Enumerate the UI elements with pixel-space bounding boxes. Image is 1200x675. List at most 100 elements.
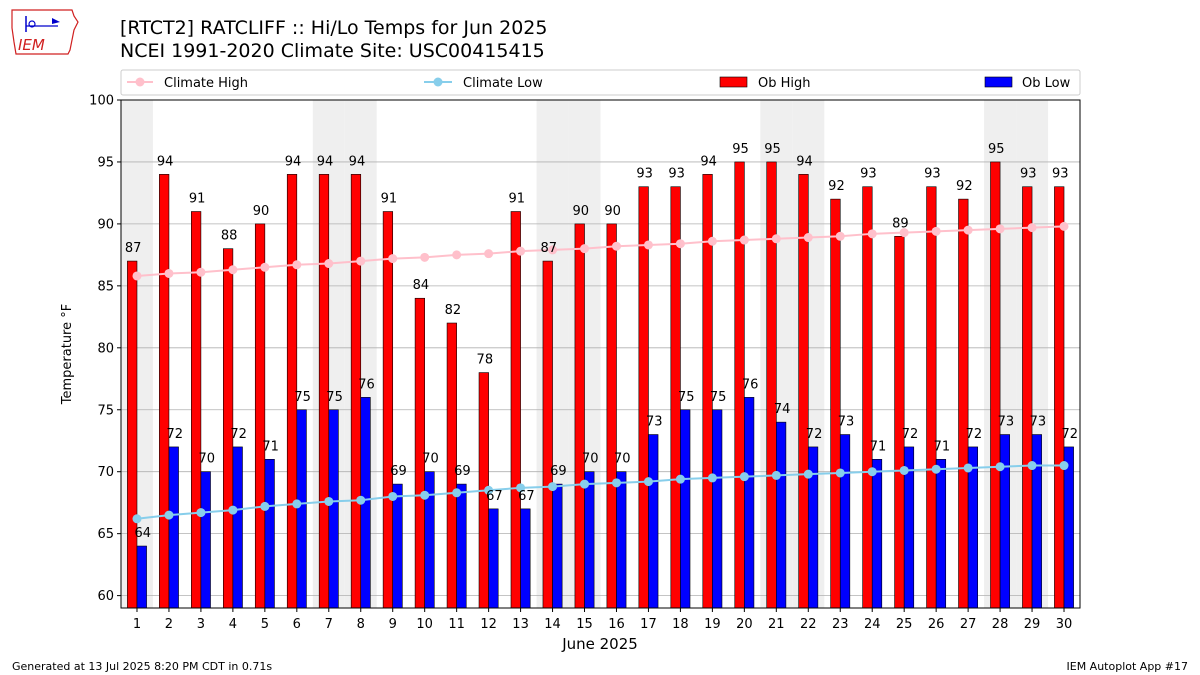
ob-high-label: 90 (604, 204, 621, 219)
ob-high-label: 92 (956, 179, 973, 194)
climate-low-point (484, 485, 494, 495)
climate-low-point (420, 490, 430, 500)
climate-high-point (260, 262, 270, 272)
ob-high-bar (638, 186, 649, 609)
climate-low-point (292, 499, 302, 509)
ob-low-label: 73 (838, 415, 855, 430)
x-tick-label: 30 (1056, 617, 1073, 632)
y-tick-label: 75 (97, 403, 114, 418)
ob-low-label: 73 (1030, 415, 1047, 430)
ob-low-bar (264, 459, 275, 609)
ob-high-bar (894, 235, 905, 609)
plot-frame (120, 99, 1081, 609)
ob-high-label: 94 (700, 154, 717, 169)
ob-high-label: 92 (828, 179, 845, 194)
climate-high-point (516, 246, 526, 256)
ob-low-label: 72 (966, 427, 983, 442)
x-tick-label: 5 (261, 617, 269, 632)
climate-low-point (132, 514, 142, 524)
climate-high-point (963, 225, 973, 235)
anemometer-icon (28, 20, 36, 28)
ob-high-label: 90 (572, 204, 589, 219)
footer-generated: Generated at 13 Jul 2025 8:20 PM CDT in … (12, 660, 273, 673)
x-tick-label: 21 (768, 617, 785, 632)
ob-high-bar (926, 186, 937, 609)
ob-high-label: 94 (317, 154, 334, 169)
ob-low-label: 69 (390, 464, 407, 479)
ob-low-label: 67 (486, 489, 503, 504)
climate-low-point (1027, 461, 1037, 471)
climate-low-point (196, 508, 206, 518)
ob-high-label: 94 (157, 154, 174, 169)
x-tick-label: 24 (864, 617, 881, 632)
climate-high-point (388, 254, 398, 264)
ob-low-label: 69 (454, 464, 471, 479)
climate-low-point (739, 472, 749, 482)
climate-low-point (675, 474, 685, 484)
x-tick-label: 6 (293, 617, 301, 632)
y-axis-label: Temperature °F (60, 304, 75, 405)
ob-high-label: 90 (253, 204, 270, 219)
ob-low-label: 73 (646, 415, 663, 430)
climate-low-point (963, 463, 973, 473)
ob-high-label: 93 (1020, 167, 1037, 182)
ob-high-label: 93 (636, 167, 653, 182)
climate-high-point (835, 231, 845, 241)
ob-low-label: 75 (294, 390, 311, 405)
x-tick-label: 20 (736, 617, 753, 632)
climate-low-point (899, 465, 909, 475)
climate-lines (132, 221, 1069, 524)
climate-low-point (228, 505, 238, 515)
chart-subtitle: NCEI 1991-2020 Climate Site: USC00415415 (120, 40, 545, 62)
chart-title: [RTCT2] RATCLIFF :: Hi/Lo Temps for Jun … (120, 17, 548, 39)
ob-high-bar (1022, 186, 1033, 609)
climate-high-point (1027, 223, 1037, 233)
y-tick-label: 100 (89, 94, 114, 109)
ob-low-bar (744, 397, 755, 609)
ob-high-label: 95 (764, 142, 781, 157)
ob-high-bar (830, 198, 841, 609)
ob-low-bar (200, 471, 211, 609)
ob-low-bar (648, 434, 659, 609)
x-tick-label: 10 (416, 617, 433, 632)
legend-ob-high-label: Ob High (758, 76, 811, 91)
legend-climate-low-label: Climate Low (463, 76, 543, 91)
ob-high-label: 82 (445, 303, 462, 318)
ob-low-label: 74 (774, 402, 791, 417)
x-tick-label: 25 (896, 617, 913, 632)
climate-low-point (260, 501, 270, 511)
ob-high-bar (542, 260, 553, 609)
y-tick-label: 95 (97, 155, 114, 170)
x-tick-label: 11 (448, 617, 465, 632)
legend-ob-low-swatch (984, 76, 1013, 88)
ob-low-label: 73 (998, 415, 1015, 430)
legend-ob-low-label: Ob Low (1022, 76, 1071, 91)
legend-climate-high-marker (135, 77, 145, 87)
climate-low-point (388, 491, 398, 501)
x-tick-label: 28 (992, 617, 1009, 632)
ob-low-label: 71 (870, 439, 887, 454)
climate-low-point (324, 496, 334, 506)
climate-low-point (995, 462, 1005, 472)
climate-high-point (643, 240, 653, 250)
climate-high-point (356, 256, 366, 266)
ob-low-bar (328, 409, 339, 609)
climate-high-point (899, 228, 909, 238)
climate-high-point (1059, 221, 1069, 231)
x-tick-label: 22 (800, 617, 817, 632)
legend-ob-high-swatch (719, 76, 748, 88)
climate-low-point (867, 467, 877, 477)
ob-low-bar (584, 471, 595, 609)
climate-low-point (548, 482, 558, 492)
ob-low-label: 69 (550, 464, 567, 479)
ob-low-label: 72 (902, 427, 919, 442)
ob-high-label: 88 (221, 229, 238, 244)
x-tick-label: 7 (325, 617, 333, 632)
x-tick-label: 15 (576, 617, 593, 632)
ob-low-bar (456, 483, 467, 609)
climate-high-point (420, 252, 430, 262)
ob-high-label: 84 (413, 278, 430, 293)
ob-high-bar (510, 211, 521, 609)
ob-low-label: 75 (326, 390, 343, 405)
ob-low-label: 76 (358, 377, 375, 392)
